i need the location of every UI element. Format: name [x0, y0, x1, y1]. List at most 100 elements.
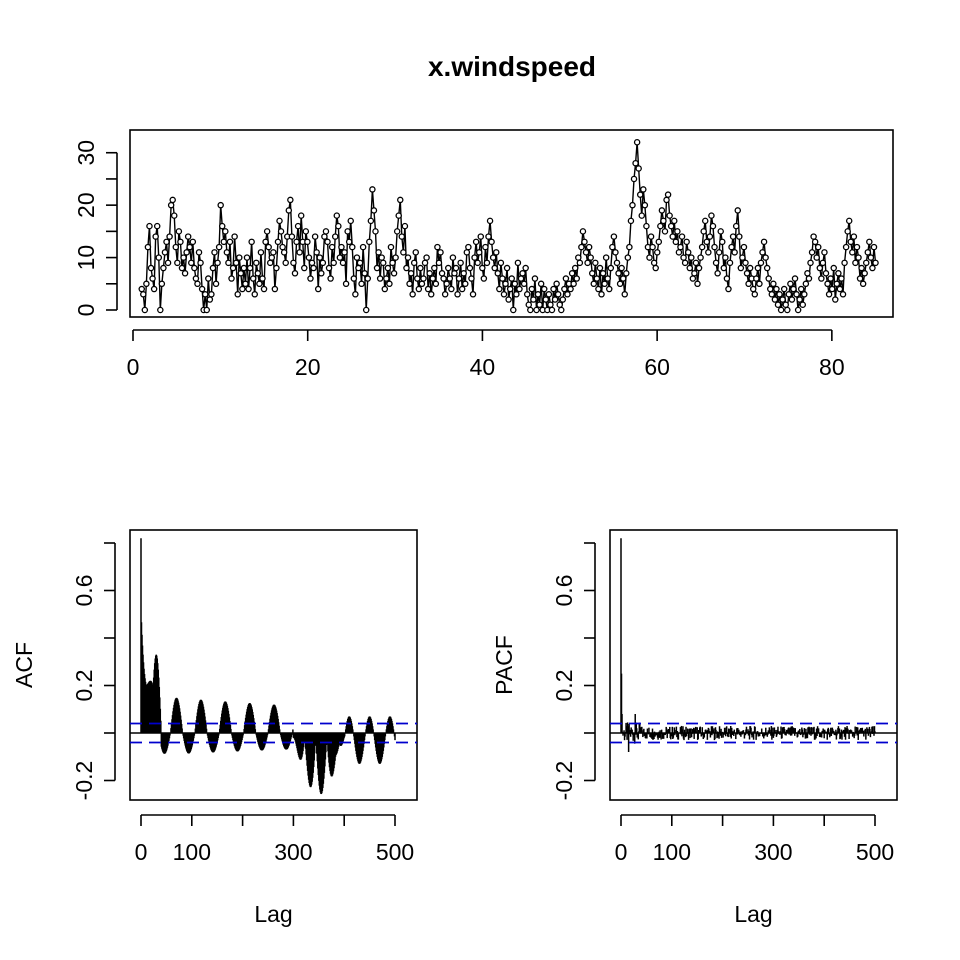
ts-data-point	[170, 212, 178, 219]
ts-data-point	[650, 259, 658, 267]
ts-x-tick-label: 40	[470, 354, 496, 380]
ts-data-point	[527, 306, 534, 314]
ts-data-point	[445, 264, 452, 272]
ts-data-point	[243, 254, 251, 261]
ts-data-point	[568, 270, 576, 277]
ts-data-point	[613, 259, 621, 267]
ts-data-point	[192, 275, 200, 282]
ts-x-tick-label: 80	[819, 354, 845, 380]
ts-data-point	[349, 243, 356, 251]
ts-data-point	[714, 270, 721, 277]
ts-data-point	[579, 228, 587, 235]
ts-data-point	[407, 270, 415, 277]
ts-data-point	[420, 275, 427, 282]
ts-data-point	[599, 270, 607, 277]
ts-series-line	[141, 142, 877, 311]
acf-x-axis-title: Lag	[254, 901, 292, 927]
ts-data-point	[567, 285, 574, 293]
ts-data-point	[333, 212, 341, 219]
ts-data-point	[624, 254, 632, 261]
ts-data-point	[816, 264, 824, 272]
ts-data-point	[576, 259, 584, 267]
ts-data-point	[675, 249, 683, 256]
ts-data-point	[694, 280, 701, 288]
ts-data-point	[749, 285, 757, 293]
ts-data-point	[369, 186, 376, 193]
ts-data-point	[141, 306, 149, 314]
ts-data-point	[307, 275, 314, 282]
ts-data-point	[523, 291, 531, 298]
ts-data-point	[140, 291, 147, 298]
ts-x-tick-label: 0	[127, 354, 140, 380]
ts-data-point	[799, 301, 807, 309]
ts-data-point	[393, 228, 401, 235]
ts-data-point	[482, 243, 489, 251]
ts-data-point	[236, 254, 243, 261]
ts-data-point	[486, 217, 494, 225]
ts-data-point	[587, 254, 594, 261]
ts-data-point	[414, 275, 421, 282]
ts-data-point	[553, 280, 560, 288]
ts-data-point	[621, 291, 628, 298]
ts-data-point	[790, 285, 797, 293]
ts-data-point	[274, 238, 282, 246]
ts-data-point	[657, 222, 664, 230]
acf-y-axis-title: ACF	[11, 642, 37, 688]
ts-data-point	[794, 306, 802, 314]
ts-data-point	[510, 306, 517, 314]
ts-data-point	[297, 212, 305, 219]
ts-data-point	[301, 264, 308, 272]
ts-data-point	[531, 275, 539, 282]
ts-data-point	[771, 296, 779, 303]
ts-data-point	[519, 270, 526, 277]
pacf-x-tick-label: 500	[856, 839, 894, 865]
ts-data-point	[345, 238, 353, 246]
ts-data-point	[260, 285, 268, 293]
ts-data-point	[573, 275, 580, 282]
ts-data-point	[296, 249, 303, 256]
ts-data-point	[177, 238, 184, 246]
ts-data-point	[457, 259, 464, 267]
ts-data-point	[708, 212, 715, 219]
ts-data-point	[825, 291, 833, 298]
ts-data-point	[562, 275, 570, 282]
ts-data-point	[183, 249, 190, 256]
ts-data-point	[701, 217, 709, 225]
ts-data-point	[773, 285, 780, 293]
ts-data-point	[500, 291, 508, 298]
acf-x-tick-label: 0	[135, 839, 148, 865]
ts-data-point	[446, 275, 454, 282]
ts-data-point	[630, 175, 638, 183]
ts-data-point	[259, 275, 266, 282]
ts-data-point	[737, 264, 745, 272]
ts-data-point	[709, 222, 717, 230]
ts-data-point	[435, 259, 443, 267]
ts-data-point	[802, 280, 810, 288]
ts-data-point	[253, 259, 260, 267]
ts-data-point	[350, 275, 358, 282]
ts-data-point	[231, 233, 238, 240]
ts-data-point	[688, 254, 695, 261]
ts-data-point	[533, 306, 540, 314]
ts-data-point	[225, 259, 232, 267]
ts-data-point	[864, 249, 872, 256]
ts-data-point	[406, 280, 413, 288]
ts-data-point	[198, 285, 206, 293]
ts-data-point	[726, 259, 734, 267]
ts-y-tick-label: 10	[73, 245, 99, 271]
ts-data-point	[653, 249, 661, 256]
ts-data-point	[760, 238, 768, 246]
ts-x-tick-label: 60	[644, 354, 670, 380]
ts-data-point	[386, 280, 393, 288]
ts-data-point	[304, 238, 311, 246]
ts-data-point	[214, 259, 221, 267]
ts-data-point	[488, 238, 495, 246]
pacf-x-tick-label: 100	[653, 839, 691, 865]
ts-data-point	[325, 264, 333, 272]
ts-data-point	[703, 238, 711, 246]
ts-data-point	[691, 270, 698, 277]
ts-data-point	[872, 259, 879, 267]
ts-data-point	[811, 238, 819, 246]
ts-data-point	[508, 275, 515, 282]
ts-data-point	[341, 249, 348, 256]
